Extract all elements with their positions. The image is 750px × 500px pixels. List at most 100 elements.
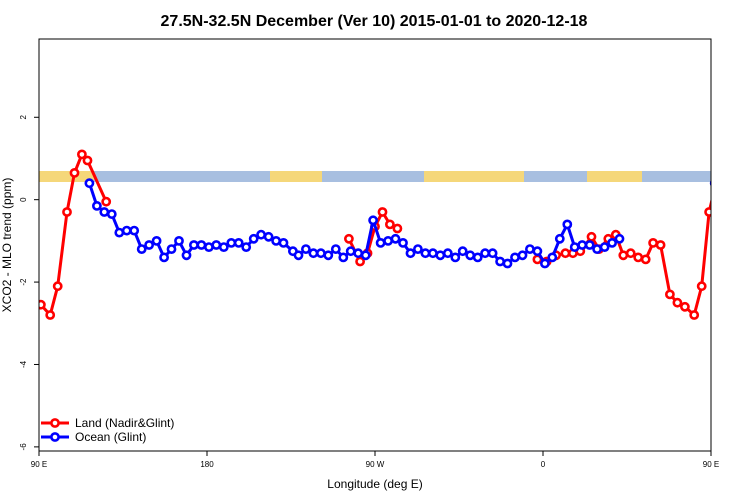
land-point bbox=[704, 207, 711, 217]
ocean-point bbox=[159, 252, 169, 263]
land-point bbox=[696, 281, 707, 292]
ocean-point bbox=[241, 242, 252, 252]
ocean-point bbox=[719, 202, 726, 209]
ocean-point bbox=[121, 225, 132, 236]
ocean-point bbox=[174, 235, 184, 246]
ocean-point bbox=[136, 244, 147, 254]
land-point bbox=[62, 207, 72, 217]
ocean-point bbox=[734, 211, 741, 218]
map-land-asia bbox=[39, 171, 94, 182]
ocean-point bbox=[709, 180, 711, 187]
ocean-point bbox=[726, 208, 733, 215]
ocean-point bbox=[263, 231, 274, 242]
map-ocean-band bbox=[39, 171, 711, 182]
ocean-point bbox=[144, 240, 154, 250]
ocean-point bbox=[256, 229, 266, 240]
ocean-point bbox=[368, 215, 378, 226]
ocean-point bbox=[510, 252, 520, 263]
land-point bbox=[377, 207, 388, 217]
ocean-point bbox=[211, 240, 222, 250]
ocean-point bbox=[517, 250, 528, 261]
ocean-point bbox=[188, 240, 199, 250]
ocean-point bbox=[300, 244, 311, 254]
land-point bbox=[560, 248, 571, 259]
land-point bbox=[392, 223, 403, 234]
ocean-point bbox=[412, 244, 423, 254]
x-tick-label: 180 bbox=[200, 460, 214, 469]
land-point bbox=[625, 248, 636, 259]
ocean-point bbox=[271, 235, 281, 246]
map-land-africa bbox=[424, 171, 524, 182]
ocean-point bbox=[330, 244, 341, 254]
ocean-point bbox=[525, 244, 535, 254]
ocean-point bbox=[480, 248, 490, 259]
land-point bbox=[715, 169, 722, 176]
land-point bbox=[69, 167, 80, 178]
legend: Land (Nadir&Glint)Ocean (Glint) bbox=[41, 416, 174, 444]
ocean-point bbox=[502, 258, 513, 269]
x-axis-label: Longitude (deg E) bbox=[327, 477, 422, 491]
ocean-point bbox=[472, 252, 483, 263]
land-point bbox=[45, 310, 56, 320]
y-tick-label: 2 bbox=[19, 115, 28, 120]
ocean-point bbox=[375, 237, 386, 248]
ocean-point bbox=[614, 233, 625, 244]
land-point bbox=[101, 196, 112, 207]
map-land-asia-2 bbox=[587, 171, 642, 182]
ocean-point bbox=[741, 229, 748, 236]
legend-land-label: Land (Nadir&Glint) bbox=[75, 416, 174, 430]
ocean-point bbox=[495, 256, 505, 267]
ocean-point bbox=[84, 178, 95, 189]
ocean-point bbox=[360, 250, 371, 261]
land-point bbox=[648, 237, 658, 248]
ocean-point bbox=[345, 246, 356, 257]
y-tick-label: -6 bbox=[19, 443, 28, 451]
x-tick-label: 90 E bbox=[703, 460, 719, 469]
chart-title: 27.5N-32.5N December (Ver 10) 2015-01-01… bbox=[161, 13, 588, 30]
land-point bbox=[77, 149, 87, 160]
land-point bbox=[39, 299, 46, 310]
ocean-point bbox=[353, 248, 364, 259]
legend-land-marker bbox=[50, 418, 60, 428]
ocean-point bbox=[308, 248, 319, 259]
ocean-series-line bbox=[715, 183, 750, 257]
x-tick-label: 0 bbox=[541, 460, 546, 469]
ocean-point bbox=[278, 237, 289, 248]
legend-ocean-label: Ocean (Glint) bbox=[75, 430, 146, 444]
y-axis-label: XCO2 - MLO trend (ppm) bbox=[0, 178, 14, 313]
x-tick-label: 90 E bbox=[31, 460, 47, 469]
land-point bbox=[343, 233, 354, 244]
land-point bbox=[655, 240, 666, 250]
ocean-point bbox=[248, 233, 259, 244]
ocean-point bbox=[323, 250, 334, 261]
y-tick-label: -4 bbox=[19, 360, 28, 368]
ocean-point bbox=[293, 250, 304, 261]
ocean-point bbox=[218, 242, 229, 252]
ocean-point bbox=[99, 207, 110, 217]
ocean-point bbox=[569, 242, 580, 252]
ocean-point bbox=[584, 240, 595, 250]
ocean-point bbox=[442, 248, 453, 259]
land-point bbox=[665, 289, 675, 300]
ocean-point bbox=[450, 252, 461, 263]
ocean-point bbox=[487, 248, 498, 259]
ocean-point bbox=[166, 244, 177, 254]
land-point bbox=[355, 256, 365, 267]
ocean-point bbox=[181, 250, 192, 261]
ocean-point bbox=[465, 250, 476, 261]
ocean-point bbox=[196, 240, 207, 250]
ocean-series bbox=[84, 178, 750, 269]
ocean-point bbox=[398, 237, 408, 248]
ocean-point bbox=[338, 252, 349, 263]
land-point bbox=[672, 297, 683, 308]
land-point bbox=[730, 155, 737, 162]
land-point bbox=[586, 231, 597, 242]
land-point bbox=[689, 310, 700, 320]
ocean-point bbox=[435, 250, 446, 261]
ocean-point bbox=[92, 200, 102, 211]
ocean-point bbox=[547, 252, 558, 263]
ocean-point bbox=[129, 225, 140, 236]
y-tick-label: 0 bbox=[19, 197, 28, 202]
land-point bbox=[640, 254, 651, 265]
